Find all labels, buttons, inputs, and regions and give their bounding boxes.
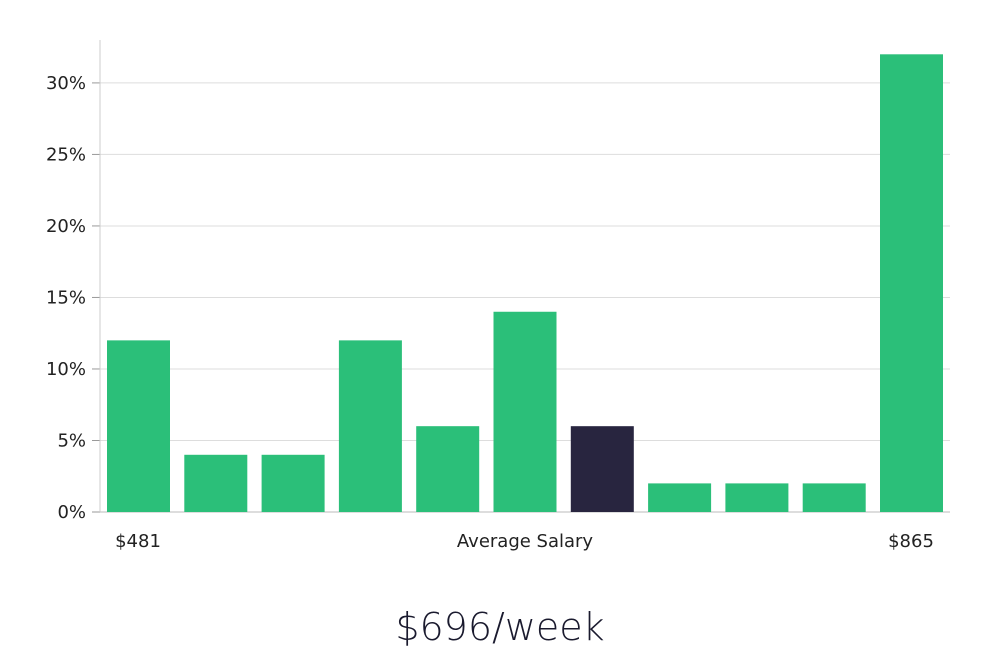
bar-highlighted (570, 426, 634, 512)
y-tick-label: 15% (46, 287, 86, 308)
bar (261, 454, 325, 512)
x-end-label: $865 (888, 531, 934, 552)
bar (725, 483, 789, 512)
bar (107, 340, 170, 512)
average-salary-value: $696/week (395, 605, 605, 649)
y-tick-label: 5% (57, 430, 86, 451)
x-start-label: $481 (115, 531, 161, 552)
x-axis-title: Average Salary (457, 531, 594, 552)
bar (493, 311, 557, 512)
y-tick-label: 0% (57, 502, 86, 523)
bar (880, 54, 943, 512)
y-tick-label: 30% (46, 73, 86, 94)
bar (184, 454, 248, 512)
y-axis-ticks: 0% 5% 10% 15% 20% 25% 30% (46, 73, 100, 523)
bars (107, 54, 943, 512)
y-tick-label: 25% (46, 144, 86, 165)
bar (338, 340, 402, 512)
bar (802, 483, 866, 512)
y-tick-label: 20% (46, 216, 86, 237)
salary-histogram: 0%5%10%15%20%25%30% $481 Average Salary … (46, 40, 950, 552)
y-tick-label: 10% (46, 359, 86, 380)
bar (416, 426, 480, 512)
bar (648, 483, 712, 512)
